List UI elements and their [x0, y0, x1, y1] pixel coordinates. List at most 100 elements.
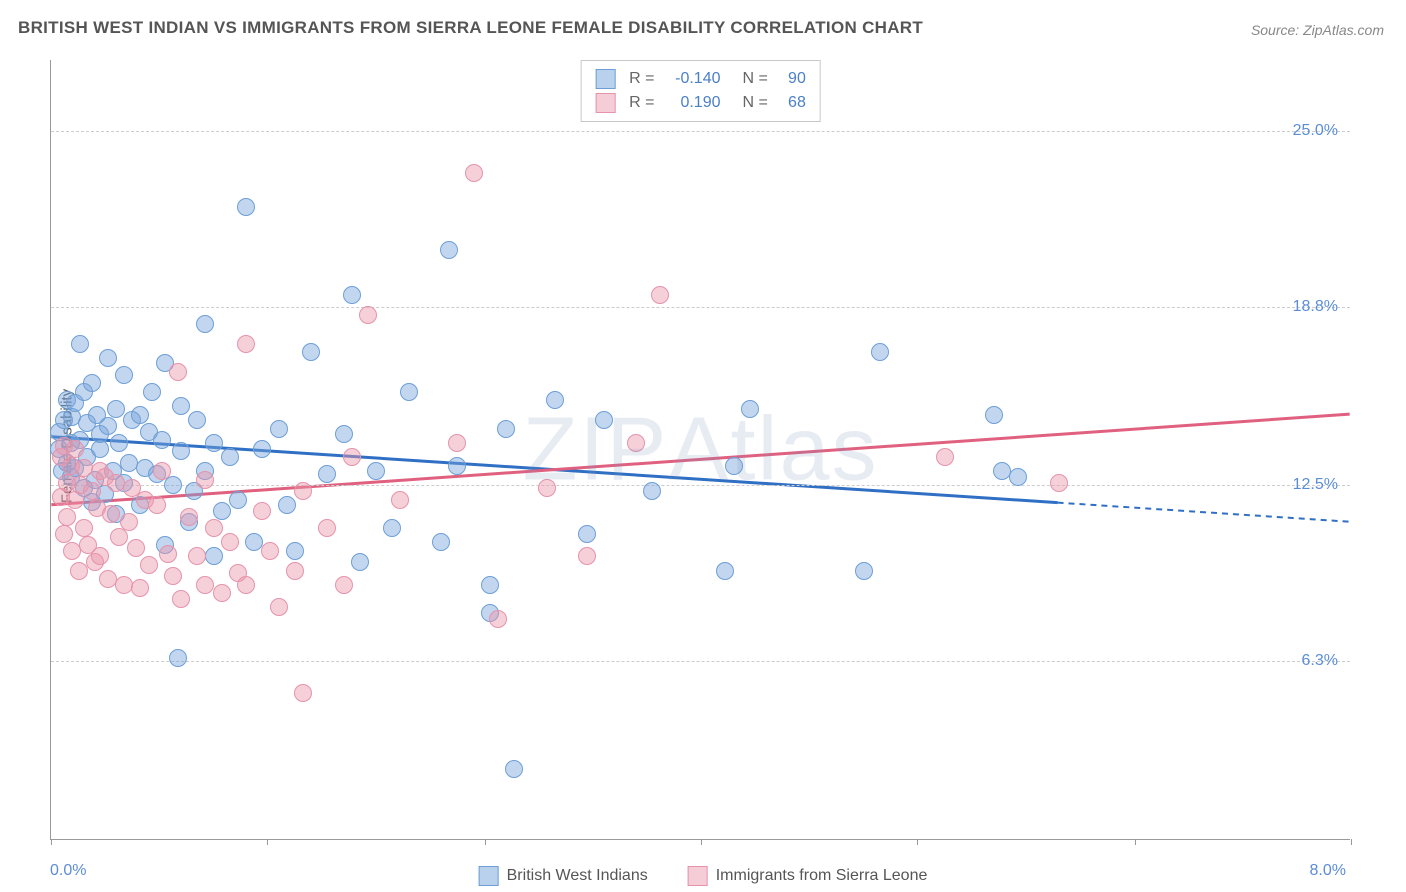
data-point [221, 533, 239, 551]
legend-item-2-label: Immigrants from Sierra Leone [716, 867, 928, 885]
data-point [159, 545, 177, 563]
data-point [169, 363, 187, 381]
data-point [335, 425, 353, 443]
gridline-h [51, 485, 1350, 486]
data-point [110, 434, 128, 452]
data-point [83, 482, 101, 500]
data-point [871, 343, 889, 361]
data-point [627, 434, 645, 452]
data-point [985, 406, 1003, 424]
series1-n-value: 90 [778, 67, 806, 91]
y-tick-label: 18.8% [1293, 298, 1338, 316]
data-point [481, 576, 499, 594]
data-point [196, 576, 214, 594]
data-point [302, 343, 320, 361]
series1-r-value: -0.140 [665, 67, 721, 91]
data-point [651, 286, 669, 304]
data-point [188, 411, 206, 429]
data-point [245, 533, 263, 551]
data-point [643, 482, 661, 500]
data-point [335, 576, 353, 594]
data-point [270, 598, 288, 616]
data-point [91, 547, 109, 565]
x-tick [485, 839, 486, 845]
data-point [359, 306, 377, 324]
data-point [153, 431, 171, 449]
trend-lines-layer [51, 60, 1350, 839]
legend-item-1-label: British West Indians [507, 867, 648, 885]
x-axis-max-label: 8.0% [1310, 862, 1346, 880]
data-point [440, 241, 458, 259]
data-point [99, 349, 117, 367]
data-point [716, 562, 734, 580]
data-point [286, 562, 304, 580]
data-point [294, 482, 312, 500]
data-point [383, 519, 401, 537]
data-point [115, 576, 133, 594]
series1-swatch-icon [479, 866, 499, 886]
n-label: N = [743, 67, 768, 91]
data-point [237, 576, 255, 594]
data-point [205, 434, 223, 452]
series-legend: British West Indians Immigrants from Sie… [479, 866, 928, 886]
data-point [253, 502, 271, 520]
data-point [546, 391, 564, 409]
data-point [172, 442, 190, 460]
data-point [936, 448, 954, 466]
chart-title: BRITISH WEST INDIAN VS IMMIGRANTS FROM S… [18, 18, 923, 38]
data-point [270, 420, 288, 438]
data-point [102, 505, 120, 523]
data-point [855, 562, 873, 580]
data-point [489, 610, 507, 628]
data-point [143, 383, 161, 401]
data-point [83, 374, 101, 392]
data-point [578, 525, 596, 543]
x-tick [1351, 839, 1352, 845]
data-point [343, 448, 361, 466]
data-point [221, 448, 239, 466]
data-point [188, 547, 206, 565]
data-point [391, 491, 409, 509]
data-point [253, 440, 271, 458]
data-point [196, 471, 214, 489]
legend-item-1: British West Indians [479, 866, 648, 886]
data-point [115, 366, 133, 384]
n-label: N = [743, 91, 768, 115]
y-tick-label: 6.3% [1302, 652, 1338, 670]
data-point [595, 411, 613, 429]
series2-swatch-icon [688, 866, 708, 886]
plot-area: ZIPAtlas R = -0.140 N = 90 R = 0.190 N =… [50, 60, 1350, 840]
data-point [71, 335, 89, 353]
data-point [343, 286, 361, 304]
source-attribution: Source: ZipAtlas.com [1251, 22, 1384, 38]
series1-swatch-icon [595, 69, 615, 89]
data-point [465, 164, 483, 182]
x-tick [917, 839, 918, 845]
legend-row-1: R = -0.140 N = 90 [595, 67, 806, 91]
data-point [172, 397, 190, 415]
data-point [213, 584, 231, 602]
data-point [367, 462, 385, 480]
data-point [229, 491, 247, 509]
data-point [164, 567, 182, 585]
data-point [180, 508, 198, 526]
legend-row-2: R = 0.190 N = 68 [595, 91, 806, 115]
data-point [196, 315, 214, 333]
data-point [1050, 474, 1068, 492]
data-point [318, 465, 336, 483]
data-point [66, 440, 84, 458]
trend-line-extrapolated [1058, 503, 1350, 522]
series2-r-value: 0.190 [665, 91, 721, 115]
data-point [205, 519, 223, 537]
gridline-h [51, 307, 1350, 308]
data-point [237, 198, 255, 216]
data-point [213, 502, 231, 520]
chart-container: BRITISH WEST INDIAN VS IMMIGRANTS FROM S… [0, 0, 1406, 892]
gridline-h [51, 661, 1350, 662]
legend-item-2: Immigrants from Sierra Leone [688, 866, 928, 886]
x-axis-min-label: 0.0% [50, 862, 86, 880]
data-point [497, 420, 515, 438]
data-point [99, 417, 117, 435]
data-point [75, 519, 93, 537]
trend-line [51, 414, 1349, 505]
